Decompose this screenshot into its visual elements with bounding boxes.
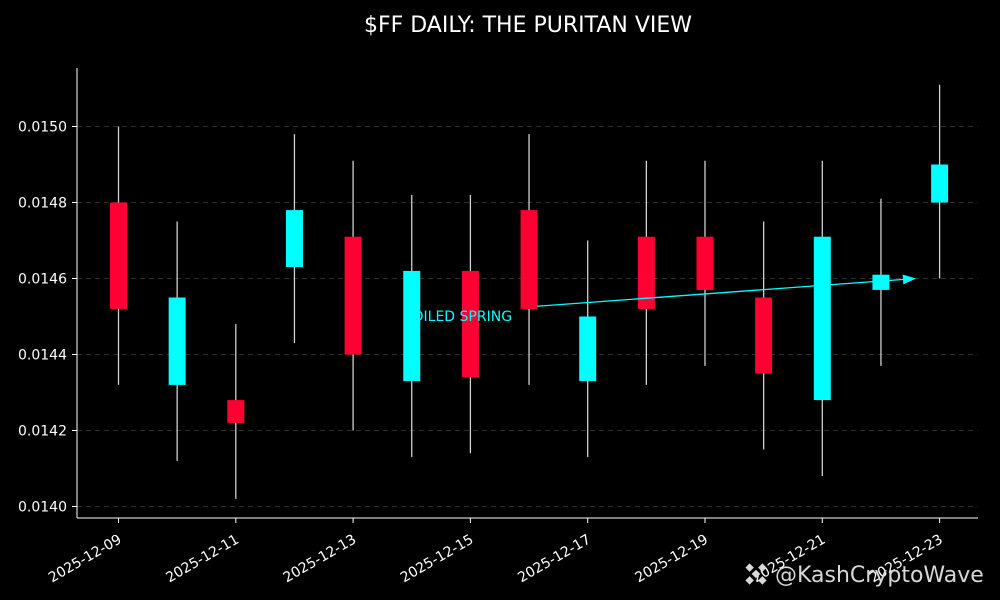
candle bbox=[110, 126, 127, 385]
candle bbox=[755, 221, 773, 450]
candles bbox=[110, 84, 949, 499]
y-tick-label: 0.0150 bbox=[18, 120, 67, 136]
candle-body-down bbox=[461, 270, 479, 378]
candle-body-up bbox=[285, 210, 303, 268]
y-tick-label: 0.0144 bbox=[18, 348, 67, 364]
candle-body-up bbox=[403, 270, 421, 382]
axes bbox=[76, 68, 978, 519]
annotation-arrow-line bbox=[537, 278, 906, 307]
candle-body-up bbox=[813, 236, 831, 401]
watermark-text: @KashCryptoWave bbox=[775, 563, 984, 588]
candle-body-down bbox=[637, 236, 655, 309]
chart-title: $FF DAILY: THE PURITAN VIEW bbox=[364, 13, 692, 38]
candle-body-down bbox=[110, 202, 127, 309]
candle bbox=[520, 134, 538, 385]
y-tick-label: 0.0140 bbox=[18, 500, 67, 516]
watermark: @KashCryptoWave bbox=[745, 563, 984, 588]
candle-body-up bbox=[931, 164, 949, 203]
candle-body-down bbox=[755, 297, 773, 374]
candle bbox=[227, 324, 245, 499]
candle bbox=[813, 160, 831, 477]
candle bbox=[168, 221, 186, 461]
candle-body-down bbox=[344, 236, 362, 355]
candle bbox=[285, 134, 303, 344]
candle bbox=[403, 194, 421, 458]
candle-body-up bbox=[168, 297, 186, 385]
candle-body-down bbox=[696, 236, 714, 290]
y-tick-label: 0.0148 bbox=[18, 196, 67, 212]
candle bbox=[872, 198, 890, 366]
y-axis-ticks: 0.0140 0.0142 0.0144 0.0146 0.0148 0.0150 bbox=[18, 120, 77, 516]
candle-body-up bbox=[872, 274, 890, 290]
y-tick-label: 0.0146 bbox=[18, 272, 67, 288]
candle-body-up bbox=[579, 316, 597, 382]
candle bbox=[696, 160, 714, 366]
candle-body-down bbox=[520, 210, 538, 309]
candle bbox=[344, 160, 362, 431]
annotation: COILED SPRING bbox=[403, 274, 916, 325]
candle-body-down bbox=[227, 400, 245, 423]
annotation-label: COILED SPRING bbox=[403, 309, 512, 325]
candle bbox=[931, 84, 949, 279]
annotation-arrow-head bbox=[902, 274, 916, 285]
y-tick-label: 0.0142 bbox=[18, 424, 67, 440]
candle bbox=[579, 240, 597, 458]
candle bbox=[637, 160, 655, 385]
candle bbox=[461, 194, 479, 454]
